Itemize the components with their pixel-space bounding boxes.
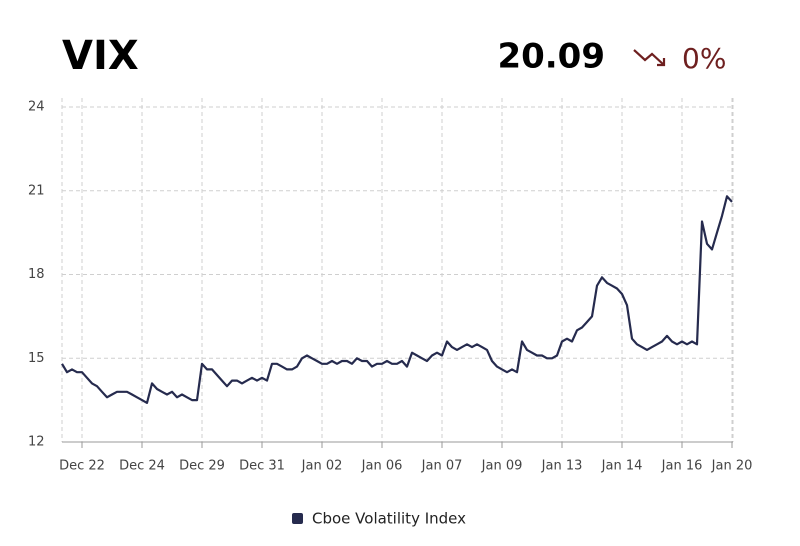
x-tick-label: Jan 02 [301, 459, 343, 474]
change: 0% [682, 42, 726, 75]
y-tick-label: 24 [28, 100, 45, 115]
y-tick-label: 18 [28, 267, 45, 282]
y-tick-label: 21 [28, 183, 45, 198]
x-tick-label: Jan 14 [601, 459, 643, 474]
y-tick-label: 15 [28, 351, 45, 366]
x-tick-label: Jan 20 [711, 459, 753, 474]
line [61, 195, 733, 404]
chart-title: VIX [62, 33, 139, 79]
down-arrow-icon [633, 49, 666, 67]
y-tick-label: 12 [28, 435, 45, 450]
x-tick-label: Dec 22 [59, 459, 105, 474]
x-tick-label: Dec 31 [239, 459, 285, 474]
x-tick-label: Dec 24 [119, 459, 165, 474]
x-tick-label: Jan 07 [421, 459, 463, 474]
x-tick-label: Jan 09 [481, 459, 523, 474]
x-tick-label: Jan 13 [541, 459, 583, 474]
price: 20.09 [497, 37, 605, 77]
x-tick-label: Jan 06 [361, 459, 403, 474]
legend-marker [292, 513, 303, 524]
x-tick-label: Dec 29 [179, 459, 225, 474]
legend-label: Cboe Volatility Index [312, 510, 466, 528]
x-tick-label: Jan 16 [661, 459, 703, 474]
